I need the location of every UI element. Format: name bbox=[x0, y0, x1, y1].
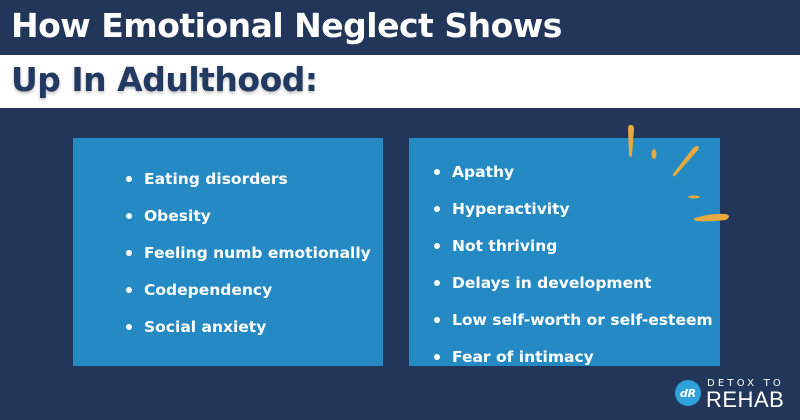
list-item: Hyperactivity bbox=[434, 190, 713, 227]
bullet-icon bbox=[434, 242, 440, 249]
sparkle-accent-icon bbox=[628, 124, 729, 222]
left-symptom-box: Eating disorders Obesity Feeling numb em… bbox=[73, 138, 383, 366]
list-item: Social anxiety bbox=[126, 308, 371, 345]
bullet-icon bbox=[434, 168, 440, 175]
title-band-bottom: Up In Adulthood: bbox=[0, 55, 800, 108]
title-line-2: Up In Adulthood: bbox=[11, 60, 318, 99]
right-symptom-list: Apathy Hyperactivity Not thriving Delays… bbox=[434, 153, 713, 375]
list-item: Feeling numb emotionally bbox=[126, 234, 371, 271]
list-item: Codependency bbox=[126, 271, 371, 308]
list-item: Eating disorders bbox=[126, 160, 371, 197]
bullet-icon bbox=[434, 353, 440, 360]
list-item: Low self-worth or self-esteem bbox=[434, 301, 713, 338]
bullet-icon bbox=[434, 279, 440, 286]
list-item: Not thriving bbox=[434, 227, 713, 264]
logo-mark-icon: dR bbox=[675, 380, 701, 406]
bullet-icon bbox=[434, 205, 440, 212]
bullet-icon bbox=[126, 212, 132, 219]
logo-bottom-text: REHAB bbox=[706, 387, 785, 412]
bullet-icon bbox=[126, 323, 132, 330]
bullet-icon bbox=[126, 175, 132, 182]
list-item: Obesity bbox=[126, 197, 371, 234]
title-band-top: How Emotional Neglect Shows bbox=[0, 0, 800, 55]
left-symptom-list: Eating disorders Obesity Feeling numb em… bbox=[126, 160, 371, 345]
list-item: Delays in development bbox=[434, 264, 713, 301]
logo-top-text: DETOX TO bbox=[707, 378, 784, 389]
bullet-icon bbox=[126, 249, 132, 256]
title-line-1: How Emotional Neglect Shows bbox=[11, 6, 562, 45]
list-item: Fear of intimacy bbox=[434, 338, 713, 375]
detox-to-rehab-logo: dR DETOX TO REHAB bbox=[675, 376, 795, 412]
bullet-icon bbox=[126, 286, 132, 293]
list-item: Apathy bbox=[434, 153, 713, 190]
bullet-icon bbox=[434, 316, 440, 323]
right-symptom-box: Apathy Hyperactivity Not thriving Delays… bbox=[409, 138, 720, 366]
